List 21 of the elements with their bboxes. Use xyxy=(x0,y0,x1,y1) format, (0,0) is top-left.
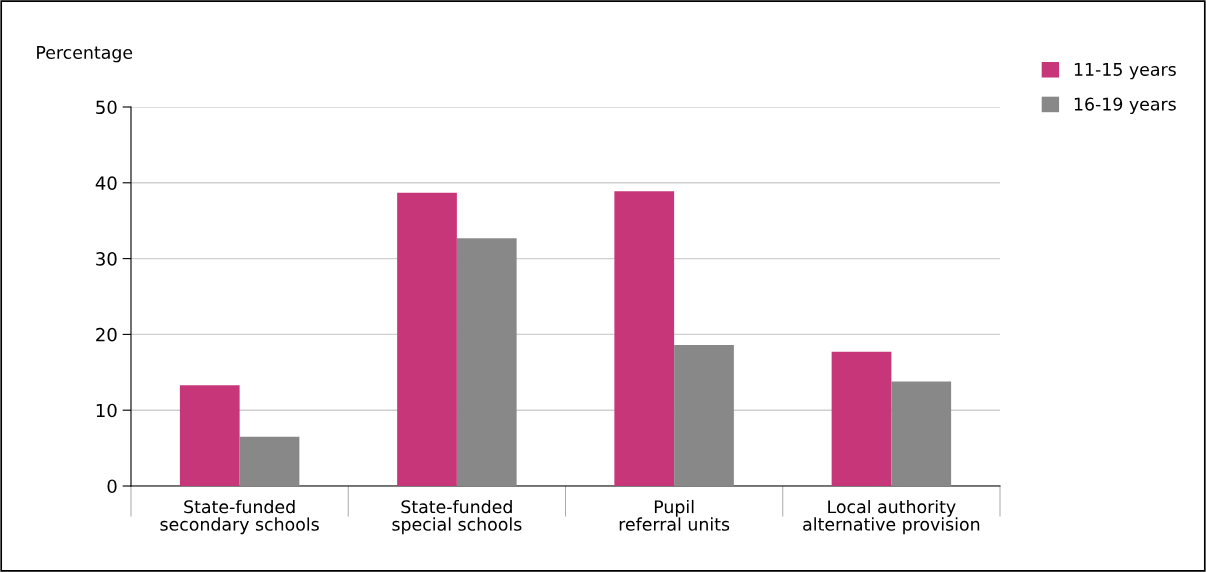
y-tick-label: 10 xyxy=(96,403,117,418)
y-tick-label: 20 xyxy=(96,327,117,342)
legend-label: 11-15 years xyxy=(1074,63,1176,80)
y-tick-label: 30 xyxy=(96,252,117,266)
x-tick-label: State-funded special schools xyxy=(392,499,522,535)
y-tick-label: 50 xyxy=(96,100,117,115)
bar xyxy=(397,192,457,486)
bar xyxy=(239,436,300,486)
x-tick-label: Pupil referral units xyxy=(619,499,730,531)
y-axis-title: Percentage xyxy=(37,46,133,63)
bar xyxy=(179,385,240,486)
bar xyxy=(674,345,734,486)
y-tick-label: 40 xyxy=(95,176,117,190)
bar xyxy=(831,351,892,486)
bar xyxy=(614,191,675,486)
bar xyxy=(456,238,517,486)
y-tick-label: 0 xyxy=(107,479,117,494)
bar xyxy=(891,381,952,486)
x-tick-label: State-funded secondary schools xyxy=(160,499,319,535)
legend-label: 16-19 years xyxy=(1074,97,1176,114)
x-tick-label: Local authority alternative provision xyxy=(803,499,980,535)
